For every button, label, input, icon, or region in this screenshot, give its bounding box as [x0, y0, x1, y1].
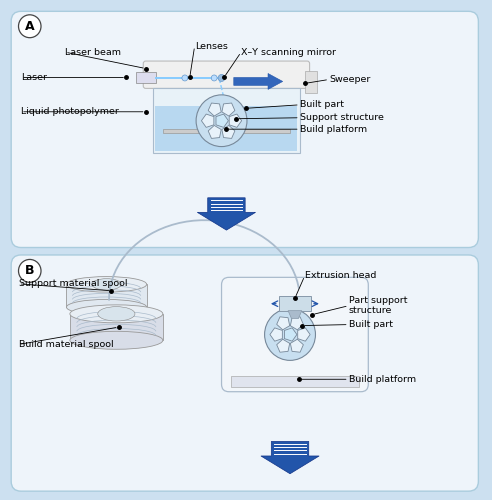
- Polygon shape: [222, 103, 235, 116]
- Text: Support material spool: Support material spool: [19, 280, 127, 288]
- Bar: [305, 71, 317, 94]
- Circle shape: [211, 75, 217, 81]
- Text: Sweeper: Sweeper: [329, 75, 370, 84]
- Polygon shape: [201, 114, 214, 128]
- Text: Built part: Built part: [349, 320, 393, 329]
- Polygon shape: [290, 317, 304, 330]
- Polygon shape: [288, 310, 302, 318]
- Polygon shape: [208, 126, 221, 138]
- Polygon shape: [277, 339, 290, 352]
- Text: Build material spool: Build material spool: [19, 340, 113, 349]
- Polygon shape: [229, 114, 242, 128]
- Text: Built part: Built part: [300, 100, 344, 110]
- Polygon shape: [290, 339, 304, 352]
- Ellipse shape: [98, 306, 135, 321]
- FancyBboxPatch shape: [143, 61, 309, 88]
- Text: Build platform: Build platform: [349, 375, 416, 384]
- Polygon shape: [298, 328, 310, 341]
- Polygon shape: [208, 103, 221, 116]
- Text: X–Y scanning mirror: X–Y scanning mirror: [241, 48, 336, 56]
- Text: Build platform: Build platform: [300, 124, 367, 134]
- Text: Laser: Laser: [21, 73, 47, 82]
- Ellipse shape: [66, 300, 147, 315]
- Text: Lenses: Lenses: [195, 42, 227, 50]
- Bar: [163, 129, 290, 133]
- Polygon shape: [222, 126, 235, 138]
- Text: B: B: [25, 264, 34, 278]
- Polygon shape: [284, 328, 297, 341]
- FancyBboxPatch shape: [11, 255, 478, 491]
- Ellipse shape: [70, 332, 163, 349]
- Circle shape: [182, 75, 188, 81]
- Bar: [153, 88, 300, 153]
- Text: Part support
structure: Part support structure: [349, 296, 407, 316]
- Polygon shape: [261, 442, 319, 474]
- Ellipse shape: [70, 305, 163, 323]
- Circle shape: [19, 260, 41, 282]
- Polygon shape: [270, 328, 282, 341]
- Text: Extrusion head: Extrusion head: [305, 272, 376, 280]
- Polygon shape: [216, 114, 228, 128]
- Text: Support structure: Support structure: [300, 113, 384, 122]
- Polygon shape: [277, 317, 290, 330]
- Circle shape: [196, 95, 247, 146]
- Polygon shape: [234, 74, 283, 90]
- Circle shape: [265, 308, 315, 360]
- Ellipse shape: [66, 276, 147, 292]
- Text: Liquid photopolymer: Liquid photopolymer: [21, 108, 119, 116]
- Bar: [70, 314, 163, 340]
- Polygon shape: [197, 198, 255, 230]
- FancyBboxPatch shape: [11, 12, 478, 248]
- Ellipse shape: [92, 278, 121, 290]
- Bar: [231, 376, 359, 386]
- Circle shape: [19, 15, 41, 38]
- FancyBboxPatch shape: [221, 278, 369, 392]
- Bar: [279, 296, 310, 310]
- Bar: [155, 106, 297, 150]
- Text: A: A: [25, 20, 34, 33]
- Text: Laser beam: Laser beam: [65, 48, 121, 56]
- Bar: [136, 72, 156, 84]
- Circle shape: [218, 74, 225, 82]
- Bar: [66, 284, 147, 307]
